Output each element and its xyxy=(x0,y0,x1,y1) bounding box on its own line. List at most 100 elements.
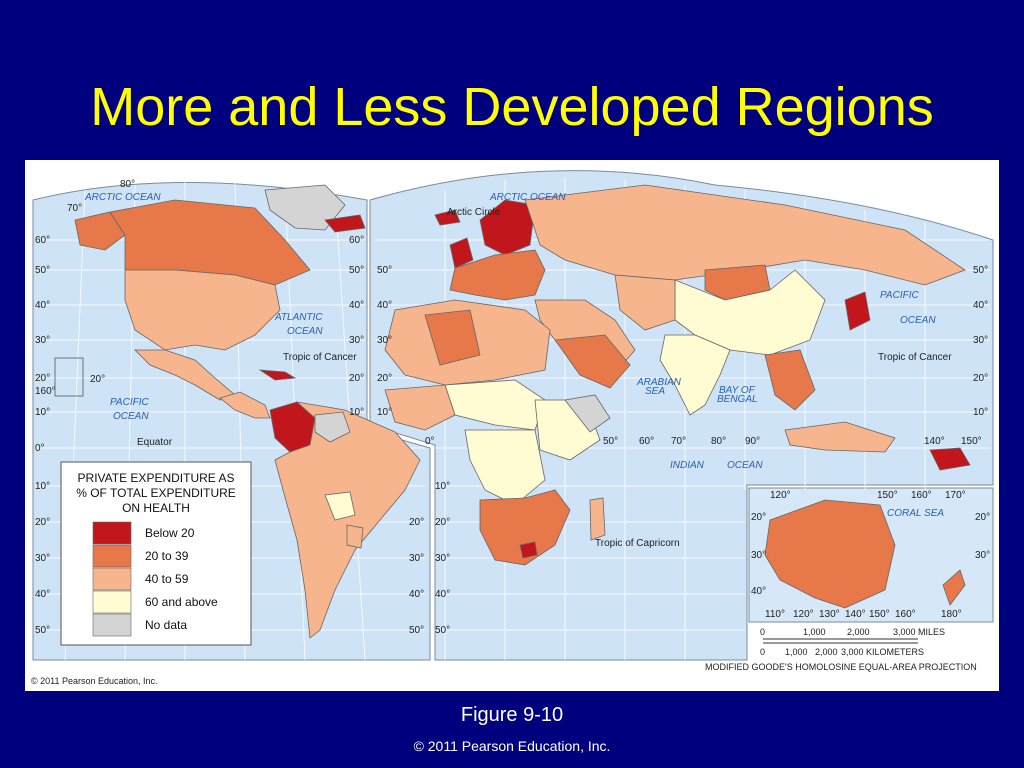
region-central-asia xyxy=(614,274,676,331)
region-caribbean xyxy=(258,369,297,381)
latitude-label: 40° xyxy=(435,589,450,600)
latitude-label: 20° xyxy=(377,373,392,384)
inset-longitude-label: 130° xyxy=(819,609,840,620)
latitude-labels-mid2: 50° 40° 30° 20° 10° 10° 20° 30° 40° 50° xyxy=(377,265,450,636)
latitude-label: 0° xyxy=(35,443,45,454)
latitude-label: 10° xyxy=(973,407,988,418)
legend-title-line-2: % OF TOTAL EXPENDITURE xyxy=(76,486,236,500)
hawaii-inset-box xyxy=(54,357,84,397)
region-venezuela xyxy=(314,411,351,443)
region-india xyxy=(659,334,731,416)
arctic-circle-label: Arctic Circle xyxy=(447,207,501,218)
latitude-label: 30° xyxy=(409,553,424,564)
longitude-label: 90° xyxy=(745,436,760,447)
region-saudi xyxy=(554,334,631,389)
latitude-labels-left: 80° 70° 60° 50° 40° 30° 20° 10° 0° 10° 20° 30° 40° 50… xyxy=(35,179,135,636)
projection-label: MODIFIED GOODE'S HOMOLOSINE EQUAL-AREA P… xyxy=(705,662,977,672)
pacific-right-line-2: OCEAN xyxy=(900,315,936,326)
longitude-label: 150° xyxy=(961,436,982,447)
scale-km-label: 2,000 xyxy=(815,647,838,657)
latitude-label: 10° xyxy=(35,481,50,492)
australia-inset: 120° 150° 160° 170°110° 120° 130° 140° 150° 160°… xyxy=(751,490,990,620)
pacific-right-line-1: PACIFIC xyxy=(880,290,919,301)
region-south-africa-inner xyxy=(519,541,538,559)
region-iceland xyxy=(434,209,461,226)
atlantic-line-1: ATLANTIC xyxy=(274,312,323,323)
region-russia xyxy=(524,184,966,286)
latitude-label: 50° xyxy=(349,265,364,276)
scale-km-label: 3,000 KILOMETERS xyxy=(841,647,924,657)
legend-swatch xyxy=(92,590,132,614)
region-papua xyxy=(929,447,971,471)
latitude-label: 20° xyxy=(435,517,450,528)
longitude-label: 80° xyxy=(711,436,726,447)
latitude-label: 20° xyxy=(973,373,988,384)
lon-20-label: 20° xyxy=(90,374,105,385)
region-west-africa xyxy=(384,384,456,431)
tropic-cancer-left-label: Tropic of Cancer xyxy=(283,352,357,363)
legend-swatch xyxy=(92,521,132,545)
legend-title-line-3: ON HEALTH xyxy=(122,501,190,515)
latitude-label: 10° xyxy=(349,407,364,418)
inset-longitude-label: 150° xyxy=(877,490,898,501)
region-uk xyxy=(449,237,474,269)
latitude-label: 20° xyxy=(409,517,424,528)
bengal-line-2: BENGAL xyxy=(717,394,758,405)
longitude-label: 0° xyxy=(425,436,435,447)
latitude-label: 30° xyxy=(973,335,988,346)
legend-swatch xyxy=(92,544,132,568)
latitude-label: 40° xyxy=(409,589,424,600)
slide-title: More and Less Developed Regions xyxy=(90,77,934,137)
latitude-label: 80° xyxy=(120,179,135,190)
latitude-label: 20° xyxy=(35,373,50,384)
latitude-label: 60° xyxy=(35,235,50,246)
region-alaska xyxy=(74,211,126,251)
legend-title-line-1: PRIVATE EXPENDITURE AS xyxy=(78,471,235,485)
legend-label: No data xyxy=(145,618,187,632)
equator-label: Equator xyxy=(137,437,173,448)
figure-caption: Figure 9-10 xyxy=(460,704,564,726)
inset-latitude-label: 30° xyxy=(751,550,766,561)
coral-sea-label: CORAL SEA xyxy=(887,508,944,519)
longitude-label: 50° xyxy=(603,436,618,447)
latitude-label: 30° xyxy=(35,335,50,346)
region-bolivia xyxy=(324,491,356,521)
legend: PRIVATE EXPENDITURE AS % OF TOTAL EXPEND… xyxy=(60,461,252,646)
region-paraguay xyxy=(346,524,364,549)
legend-label: 20 to 39 xyxy=(145,549,189,563)
scale-km-label: 1,000 xyxy=(785,647,808,657)
scale-km-label: 0 xyxy=(760,647,765,657)
longitude-labels-equator: 0° 50° 60° 70° 80° 90° 140° 150° xyxy=(425,436,982,447)
scale-miles-label: 1,000 xyxy=(803,627,826,637)
indian-ocean-label: OCEAN xyxy=(727,460,763,471)
latitude-label: 40° xyxy=(35,300,50,311)
region-southeast-asia xyxy=(764,349,816,411)
region-central-america xyxy=(219,391,271,419)
latitude-label: 40° xyxy=(349,300,364,311)
latitude-label: 50° xyxy=(35,625,50,636)
region-horn-africa xyxy=(564,394,611,433)
latitude-label: 10° xyxy=(435,481,450,492)
legend-label: Below 20 xyxy=(145,526,195,540)
inset-latitude-label: 40° xyxy=(751,586,766,597)
inset-longitude-label: 120° xyxy=(793,609,814,620)
land-masses xyxy=(74,184,971,639)
region-scandinavia xyxy=(479,199,536,256)
copyright-caption: © 2011 Pearson Education, Inc. xyxy=(413,738,611,754)
choropleth-map: PRIVATE EXPENDITURE AS % OF TOTAL EXPEND… xyxy=(25,160,999,691)
latitude-label: 30° xyxy=(349,335,364,346)
arabian-line-2: SEA xyxy=(645,386,665,397)
tropic-cancer-right-label: Tropic of Cancer xyxy=(878,352,952,363)
pacific-left-line-1: PACIFIC xyxy=(110,397,149,408)
inset-longitude-label: 150° xyxy=(869,609,890,620)
legend-swatch xyxy=(92,567,132,591)
longitude-label: 70° xyxy=(671,436,686,447)
latitude-label: 40° xyxy=(973,300,988,311)
legend-swatch xyxy=(92,613,132,637)
inset-longitude-label: 160° xyxy=(911,490,932,501)
inset-longitude-label: 140° xyxy=(845,609,866,620)
region-algeria xyxy=(424,309,481,366)
latitude-label: 30° xyxy=(35,553,50,564)
latitude-labels-mid: 60° 50° 40° 30° 20° 10° 20° 30° 40° 50° xyxy=(349,235,424,636)
